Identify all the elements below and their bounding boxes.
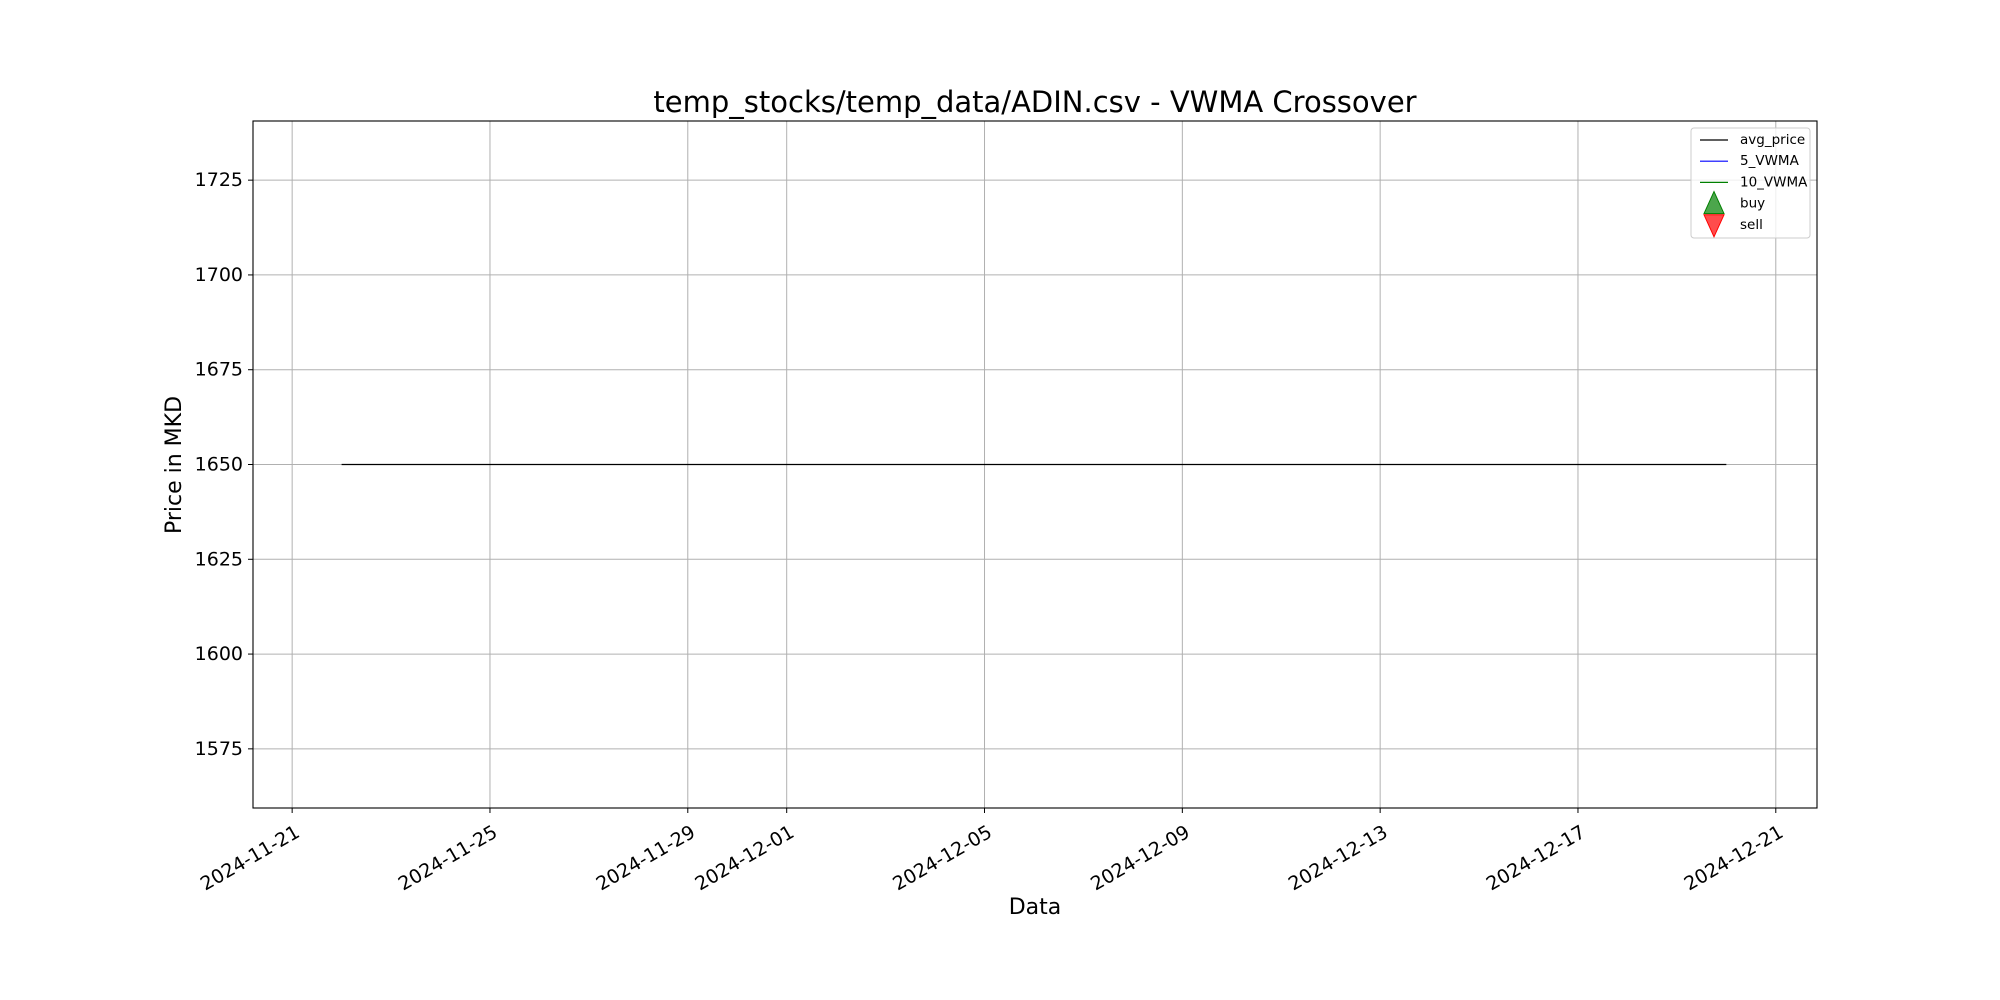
- y-tick-label: 1575: [195, 738, 243, 760]
- x-axis-title: Data: [1009, 895, 1062, 920]
- y-tick-label: 1675: [195, 359, 243, 381]
- legend-label-10-vwma: 10_VWMA: [1740, 174, 1808, 190]
- legend-marker-sell: [1703, 214, 1725, 239]
- legend-label-avg-price: avg_price: [1740, 132, 1805, 148]
- legend-marker-buy: [1703, 190, 1725, 215]
- legend-label-sell: sell: [1740, 217, 1763, 233]
- y-tick-label: 1700: [195, 264, 243, 286]
- y-tick-label: 1600: [195, 643, 243, 665]
- y-tick-label: 1625: [195, 548, 243, 570]
- y-tick-label: 1725: [195, 169, 243, 191]
- legend-label-5-vwma: 5_VWMA: [1740, 153, 1800, 169]
- y-axis-title: Price in MKD: [162, 396, 187, 534]
- y-tick-label: 1650: [195, 454, 243, 476]
- legend-label-buy: buy: [1740, 196, 1765, 212]
- chart-title: temp_stocks/temp_data/ADIN.csv - VWMA Cr…: [653, 85, 1416, 119]
